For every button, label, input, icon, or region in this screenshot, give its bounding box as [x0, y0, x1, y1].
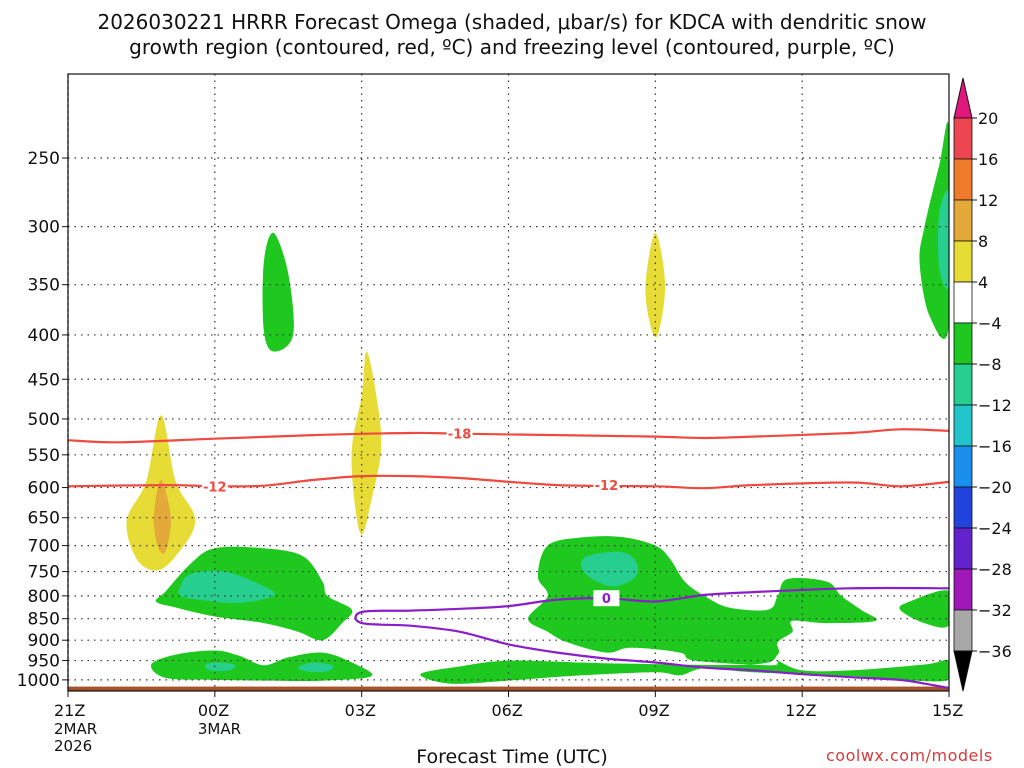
contour-label-dendritic-bottom-1: -12	[595, 479, 619, 494]
y-tick-label-250: 250	[28, 149, 60, 169]
colorbar-band-12	[953, 609, 973, 652]
contour-label-bg-freezing-level-0	[593, 590, 620, 607]
omega-region-2	[178, 570, 275, 604]
colorbar-label-6: −8	[978, 355, 1002, 374]
y-tick-label-300: 300	[28, 218, 60, 238]
colorbar-label-9: −20	[978, 478, 1012, 497]
contour-freezing-level	[354, 586, 949, 690]
colorbar-band-2	[953, 199, 973, 242]
contour-label-bg-dendritic-bottom-1	[593, 477, 620, 494]
colorbar-label-10: −24	[978, 519, 1012, 538]
y-tick-label-750: 750	[28, 563, 60, 583]
contour-dendritic-top	[68, 428, 949, 444]
colorbar-label-3: 8	[978, 232, 988, 251]
x-tick-label-03Z: 03Z	[345, 701, 376, 720]
y-tick-label-600: 600	[28, 479, 60, 499]
x-tick-sublabel-21Z-1: 2026	[54, 737, 92, 755]
colorbar-band-11	[953, 568, 973, 611]
colorbar-label-12: −32	[978, 601, 1012, 620]
omega-region-6	[420, 536, 949, 684]
colorbar-over-arrow	[953, 77, 973, 119]
colorbar-band-9	[953, 486, 973, 529]
colorbar-band-4	[953, 281, 973, 324]
colorbar-band-7	[953, 404, 973, 447]
contour-label-bg-dendritic-top-0	[446, 425, 473, 442]
colorbar-label-7: −12	[978, 396, 1012, 415]
colorbar-label-13: −36	[978, 642, 1012, 661]
colorbar-band-8	[953, 445, 973, 488]
y-tick-label-1000: 1000	[17, 671, 60, 691]
contour-label-dendritic-top-0: -18	[448, 428, 472, 443]
colorbar-band-3	[953, 240, 973, 283]
chart-title-line1: 2026030221 HRRR Forecast Omega (shaded, …	[97, 10, 927, 34]
y-tick-label-400: 400	[28, 326, 60, 346]
x-tick-label-09Z: 09Z	[638, 701, 669, 720]
x-tick-label-12Z: 12Z	[785, 701, 816, 720]
omega-region-14	[645, 232, 666, 338]
omega-region-10	[938, 190, 949, 289]
contour-label-dendritic-bottom-0: -12	[203, 480, 227, 495]
omega-region-12	[153, 480, 171, 554]
y-tick-label-950: 950	[28, 652, 60, 672]
y-tick-label-650: 650	[28, 509, 60, 529]
omega-region-3	[150, 650, 373, 682]
colorbar-label-1: 16	[978, 150, 998, 169]
y-tick-label-450: 450	[28, 370, 60, 390]
credit-link[interactable]: coolwx.com/models	[826, 746, 993, 765]
y-tick-label-850: 850	[28, 610, 60, 630]
colorbar-band-10	[953, 527, 973, 570]
x-tick-label-06Z: 06Z	[492, 701, 523, 720]
y-tick-label-700: 700	[28, 537, 60, 557]
colorbar-band-1	[953, 158, 973, 201]
omega-region-7	[581, 551, 638, 587]
x-tick-label-15Z: 15Z	[932, 701, 963, 720]
omega-region-13	[351, 351, 382, 535]
colorbar-label-2: 12	[978, 191, 998, 210]
ground-strip	[68, 686, 949, 691]
contour-label-freezing-level-0: 0	[602, 592, 611, 607]
colorbar-under-arrow	[953, 650, 973, 692]
colorbar-band-6	[953, 363, 973, 406]
y-tick-label-500: 500	[28, 410, 60, 430]
colorbar-label-0: 20	[978, 109, 998, 128]
y-tick-label-900: 900	[28, 631, 60, 651]
y-tick-label-550: 550	[28, 446, 60, 466]
colorbar-label-8: −16	[978, 437, 1012, 456]
colorbar-label-4: 4	[978, 273, 988, 292]
x-tick-label-00Z: 00Z	[198, 701, 229, 720]
colorbar-band-5	[953, 322, 973, 365]
colorbar-label-11: −28	[978, 560, 1012, 579]
contour-label-bg-dendritic-bottom-0	[201, 478, 228, 495]
x-axis-label: Forecast Time (UTC)	[416, 746, 608, 768]
colorbar-label-5: −4	[978, 314, 1002, 333]
omega-region-0	[262, 232, 294, 352]
omega-region-4	[204, 662, 236, 672]
y-tick-label-800: 800	[28, 587, 60, 607]
x-tick-sublabel-00Z-0: 3MAR	[198, 720, 241, 738]
omega-region-8	[899, 590, 949, 628]
x-tick-label-21Z: 21Z	[54, 701, 85, 720]
omega-region-5	[297, 662, 334, 673]
colorbar-band-0	[953, 117, 973, 160]
x-tick-sublabel-21Z-0: 2MAR	[54, 720, 97, 738]
y-tick-label-350: 350	[28, 276, 60, 296]
chart-title-line2: growth region (contoured, red, ºC) and f…	[129, 35, 895, 59]
